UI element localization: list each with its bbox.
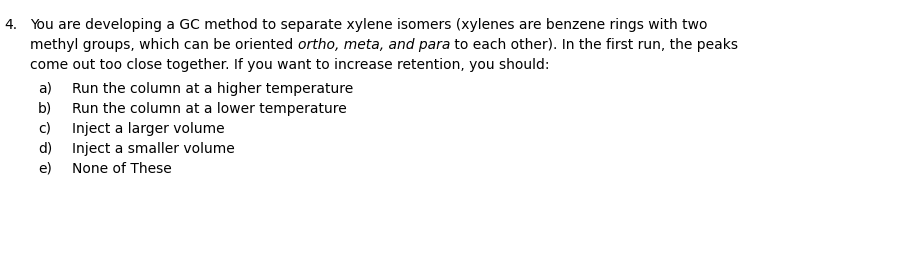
- Text: a): a): [38, 82, 52, 96]
- Text: 4.: 4.: [4, 18, 17, 32]
- Text: to each other). In the first run, the peaks: to each other). In the first run, the pe…: [450, 38, 738, 52]
- Text: e): e): [38, 162, 52, 176]
- Text: None of These: None of These: [72, 162, 172, 176]
- Text: ortho, meta, and para: ortho, meta, and para: [297, 38, 450, 52]
- Text: Run the column at a higher temperature: Run the column at a higher temperature: [72, 82, 353, 96]
- Text: Inject a larger volume: Inject a larger volume: [72, 122, 224, 136]
- Text: c): c): [38, 122, 51, 136]
- Text: come out too close together. If you want to increase retention, you should:: come out too close together. If you want…: [30, 58, 550, 72]
- Text: b): b): [38, 102, 52, 116]
- Text: Inject a smaller volume: Inject a smaller volume: [72, 142, 235, 156]
- Text: Run the column at a lower temperature: Run the column at a lower temperature: [72, 102, 347, 116]
- Text: You are developing a GC method to separate xylene isomers (xylenes are benzene r: You are developing a GC method to separa…: [30, 18, 707, 32]
- Text: methyl groups, which can be oriented: methyl groups, which can be oriented: [30, 38, 297, 52]
- Text: d): d): [38, 142, 52, 156]
